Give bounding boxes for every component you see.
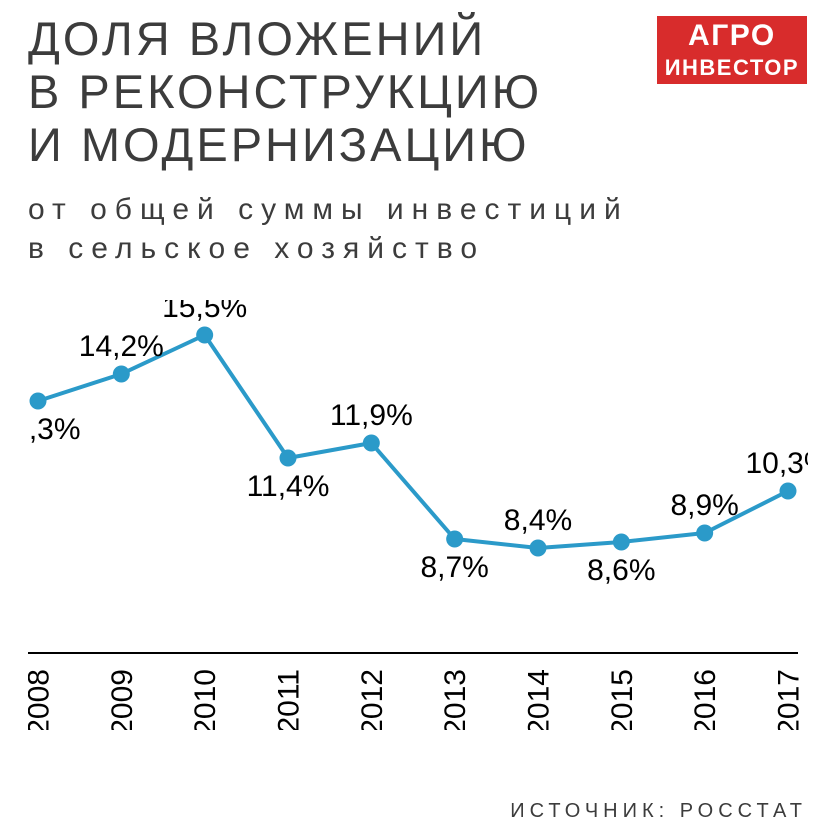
title-line2: В РЕКОНСТРУКЦИЮ bbox=[28, 65, 542, 118]
value-label: 11,4% bbox=[247, 470, 330, 503]
value-label: 11,9% bbox=[330, 399, 413, 432]
value-label: 8,9% bbox=[670, 489, 738, 522]
value-label: 14,2% bbox=[79, 330, 164, 363]
line-chart: 13,3% 2008 14,2% 2009 15,5% 2010 11,4% 2011 11,9… bbox=[28, 300, 808, 730]
value-label: 15,5% bbox=[162, 300, 247, 324]
data-marker bbox=[363, 435, 380, 452]
x-axis-label: 2013 bbox=[439, 669, 472, 730]
logo-line1: АГРО bbox=[657, 16, 807, 54]
x-axis-label: 2009 bbox=[106, 669, 139, 730]
publisher-logo: АГРО ИНВЕСТОР bbox=[657, 16, 807, 84]
x-axis-label: 2017 bbox=[773, 669, 806, 730]
value-label: 8,6% bbox=[587, 554, 655, 587]
data-marker bbox=[30, 393, 47, 410]
data-marker bbox=[530, 540, 547, 557]
x-axis-label: 2011 bbox=[273, 669, 306, 730]
data-marker bbox=[446, 531, 463, 548]
value-label: 8,7% bbox=[420, 551, 488, 584]
x-axis-label: 2010 bbox=[189, 669, 222, 730]
subtitle-line1: от общей суммы инвестиций bbox=[28, 190, 629, 229]
data-marker bbox=[780, 483, 797, 500]
value-label: 10,3% bbox=[745, 447, 808, 480]
x-axis-label: 2015 bbox=[606, 669, 639, 730]
data-marker bbox=[196, 327, 213, 344]
x-axis-label: 2012 bbox=[356, 669, 389, 730]
title-line1: ДОЛЯ ВЛОЖЕНИЙ bbox=[28, 12, 542, 65]
x-axis-label: 2008 bbox=[28, 669, 56, 730]
subtitle-line2: в сельское хозяйство bbox=[28, 229, 629, 268]
logo-line2: ИНВЕСТОР bbox=[657, 54, 807, 84]
value-label: 8,4% bbox=[504, 504, 572, 537]
chart-subtitle: от общей суммы инвестиций в сельское хоз… bbox=[28, 190, 629, 268]
x-axis-label: 2014 bbox=[523, 669, 556, 730]
data-marker bbox=[113, 366, 130, 383]
page-root: АГРО ИНВЕСТОР ДОЛЯ ВЛОЖЕНИЙ В РЕКОНСТРУК… bbox=[0, 0, 823, 832]
value-label: 13,3% bbox=[28, 413, 81, 446]
title-line3: И МОДЕРНИЗАЦИЮ bbox=[28, 118, 542, 171]
data-marker bbox=[696, 525, 713, 542]
source-attribution: ИСТОЧНИК: РОССТАТ bbox=[510, 800, 807, 823]
x-axis-label: 2016 bbox=[689, 669, 722, 730]
data-marker bbox=[613, 534, 630, 551]
chart-title: ДОЛЯ ВЛОЖЕНИЙ В РЕКОНСТРУКЦИЮ И МОДЕРНИЗ… bbox=[28, 12, 542, 171]
data-marker bbox=[280, 450, 297, 467]
